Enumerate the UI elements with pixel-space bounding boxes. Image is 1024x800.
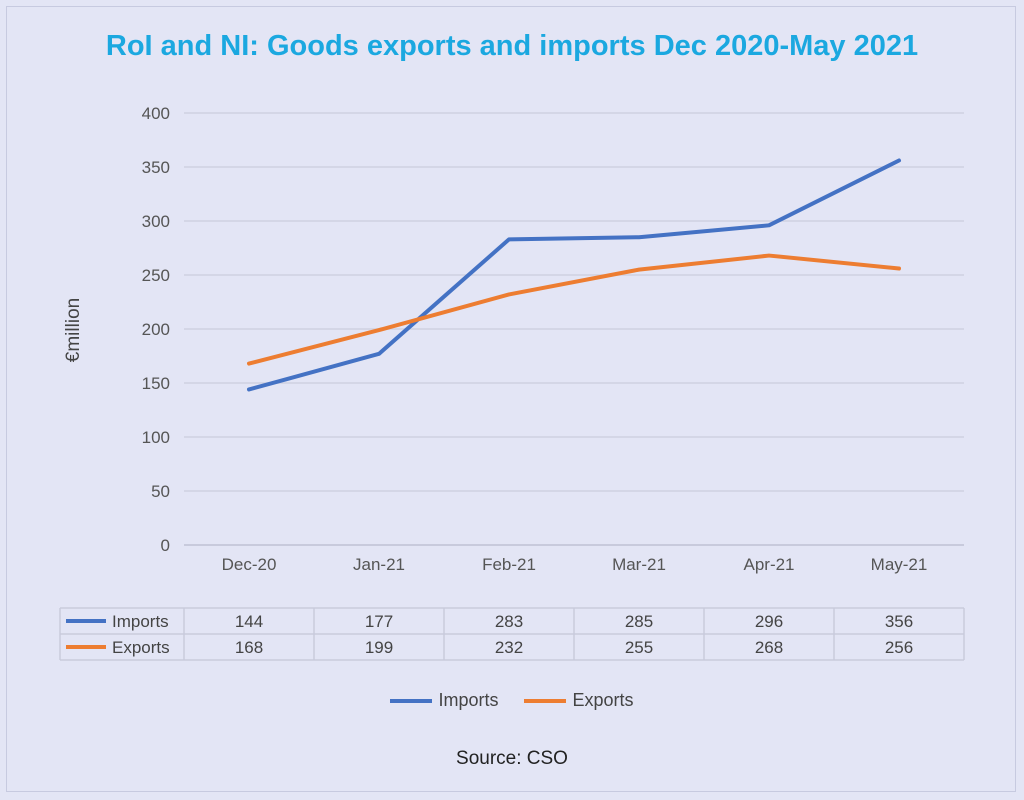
legend: Imports Exports: [0, 690, 1024, 711]
gridlines: [184, 112, 964, 546]
x-tick-label: Mar-21: [612, 555, 666, 574]
legend-swatch: [390, 698, 433, 703]
series-lines: [247, 158, 901, 392]
table-cell: 283: [495, 612, 523, 631]
x-tick-label: Dec-20: [222, 555, 277, 574]
y-tick-label: 150: [142, 374, 170, 393]
series-line-imports: [247, 158, 901, 392]
x-tick-labels: Dec-20 Jan-21 Feb-21 Mar-21 Apr-21 May-21: [222, 555, 928, 574]
table-cell: 256: [885, 638, 913, 657]
y-tick-label: 350: [142, 158, 170, 177]
table-cell: 296: [755, 612, 783, 631]
y-tick-label: 250: [142, 266, 170, 285]
table-cell: 232: [495, 638, 523, 657]
legend-item-imports: Imports: [390, 690, 498, 711]
x-tick-label: Jan-21: [353, 555, 405, 574]
table-cell: 168: [235, 638, 263, 657]
table-cell: 177: [365, 612, 393, 631]
chart-frame: [6, 6, 1016, 792]
y-tick-label: 400: [142, 104, 170, 123]
table-cell: 285: [625, 612, 653, 631]
x-tick-label: Apr-21: [743, 555, 794, 574]
y-tick-label: 0: [161, 536, 170, 555]
table-row-label: Exports: [112, 638, 170, 657]
y-tick-labels: 0 50 100 150 200 250 300 350 400: [142, 104, 170, 555]
data-table: Imports 144 177 283 285 296 356 Exports 168 199 23…: [59, 607, 965, 661]
series-line-exports: [247, 253, 901, 366]
chart-title: RoI and NI: Goods exports and imports De…: [105, 30, 919, 62]
y-tick-label: 200: [142, 320, 170, 339]
table-cell: 356: [885, 612, 913, 631]
legend-label: Exports: [572, 690, 634, 710]
table-cell: 268: [755, 638, 783, 657]
legend-swatch: [524, 698, 567, 703]
table-cell: 144: [235, 612, 263, 631]
legend-label: Imports: [438, 690, 499, 710]
y-tick-label: 50: [151, 482, 170, 501]
x-tick-label: Feb-21: [482, 555, 536, 574]
table-cell: 199: [365, 638, 393, 657]
x-tick-label: May-21: [871, 555, 928, 574]
legend-item-exports: Exports: [524, 690, 634, 711]
source-note: Source: CSO: [456, 748, 568, 769]
y-tick-label: 300: [142, 212, 170, 231]
table-cell: 255: [625, 638, 653, 657]
table-row-label: Imports: [112, 612, 169, 631]
y-tick-label: 100: [142, 428, 170, 447]
